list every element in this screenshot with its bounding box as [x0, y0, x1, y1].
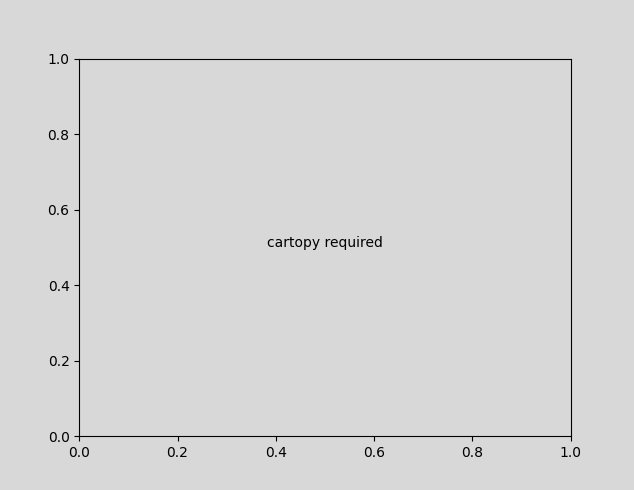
Text: cartopy required: cartopy required [267, 237, 383, 250]
